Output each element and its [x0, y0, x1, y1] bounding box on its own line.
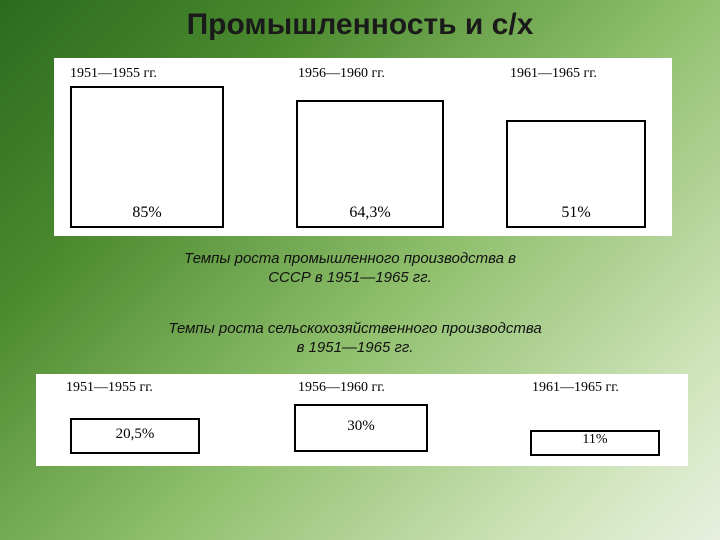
- agriculture-value-3: 11%: [530, 432, 660, 448]
- slide-title: Промышленность и с/х: [0, 8, 720, 42]
- period-label: 1951—1955 гг.: [70, 66, 157, 82]
- agriculture-caption: Темпы роста сельскохозяйственного произв…: [120, 320, 590, 358]
- industry-caption: Темпы роста промышленного производства в…: [130, 250, 570, 288]
- caption-line: Темпы роста сельскохозяйственного произв…: [168, 320, 541, 337]
- caption-line: Темпы роста промышленного производства в: [184, 250, 516, 267]
- industry-value-3: 51%: [506, 204, 646, 222]
- period-label: 1956—1960 гг.: [298, 66, 385, 82]
- period-label: 1951—1955 гг.: [66, 380, 153, 396]
- caption-line: СССР в 1951—1965 гг.: [268, 269, 432, 286]
- agriculture-value-2: 30%: [294, 418, 428, 435]
- agriculture-value-1: 20,5%: [70, 426, 200, 443]
- period-label: 1961—1965 гг.: [510, 66, 597, 82]
- industry-value-1: 85%: [70, 204, 224, 222]
- period-label: 1956—1960 гг.: [298, 380, 385, 396]
- period-label: 1961—1965 гг.: [532, 380, 619, 396]
- industry-value-2: 64,3%: [296, 204, 444, 222]
- slide: Промышленность и с/х 1951—1955 гг. 1956—…: [0, 0, 720, 540]
- caption-line: в 1951—1965 гг.: [297, 339, 414, 356]
